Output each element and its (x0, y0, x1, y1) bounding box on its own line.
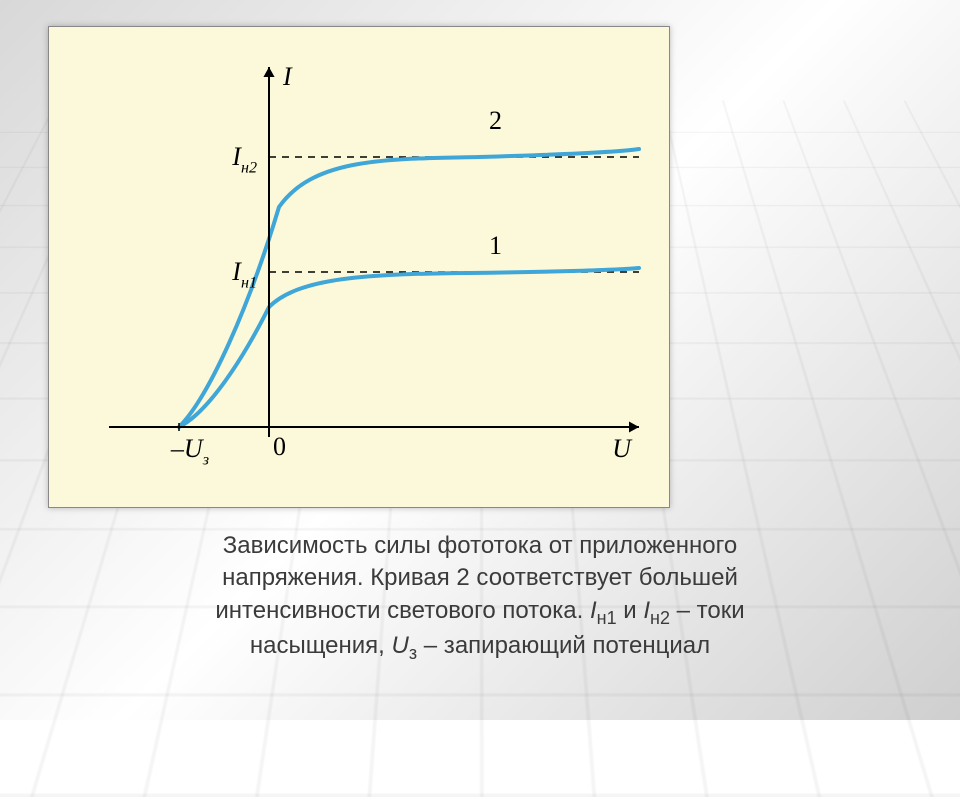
curve2-label: 2 (489, 106, 502, 135)
chart-panel: I U 0 –Uз Iн1 Iн2 1 2 (48, 26, 670, 508)
photocurrent-chart: I U 0 –Uз Iн1 Iн2 1 2 (49, 27, 669, 507)
i-sat1-label: Iн1 (231, 257, 257, 291)
x-axis-arrow (629, 421, 639, 432)
caption-line: Зависимость силы фототока от приложенног… (70, 530, 890, 562)
i-sat2-label: Iн2 (231, 142, 257, 176)
caption-line: насыщения, Uз – запирающий потенциал (70, 630, 890, 665)
u-stop-label: –Uз (170, 434, 209, 468)
y-axis-label: I (282, 62, 293, 91)
curve1 (179, 268, 639, 427)
curve1-label: 1 (489, 231, 502, 260)
x-axis-label: U (612, 434, 633, 463)
caption-line: интенсивности светового потока. Iн1 и Iн… (70, 595, 890, 630)
chart-caption: Зависимость силы фототока от приложенног… (70, 530, 890, 665)
y-axis-arrow (263, 67, 274, 77)
caption-line: напряжения. Кривая 2 соответствует больш… (70, 562, 890, 594)
origin-label: 0 (273, 432, 286, 461)
